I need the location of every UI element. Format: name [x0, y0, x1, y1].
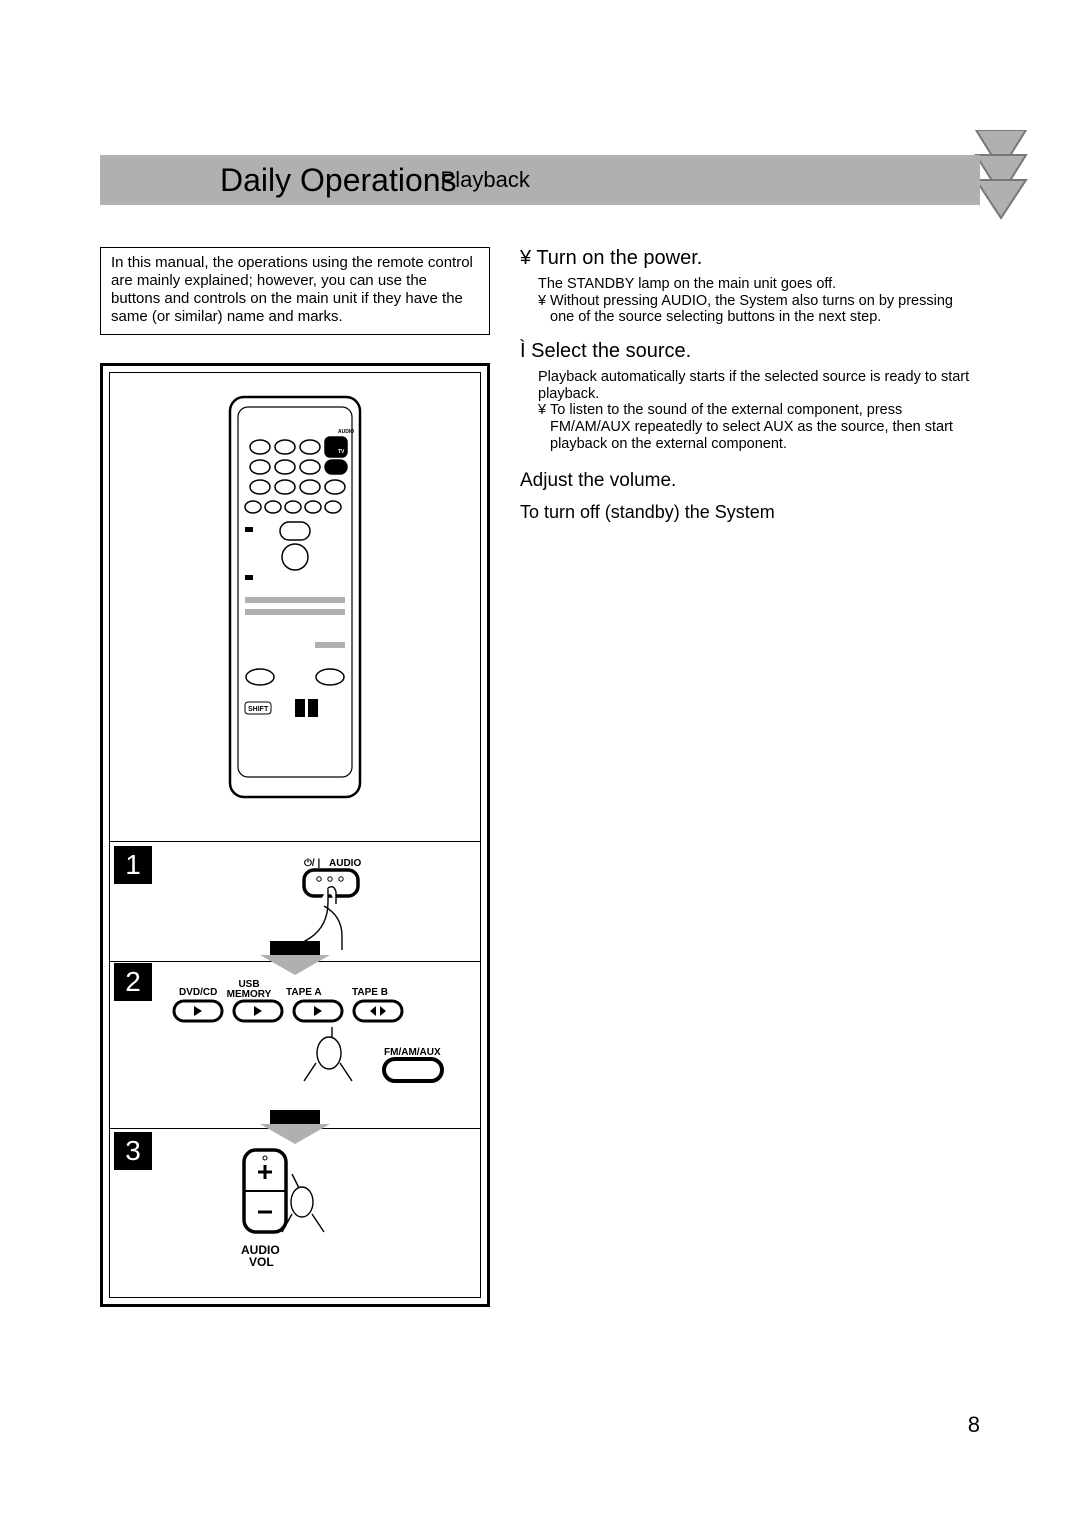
step2-graphic: DVD/CD USB MEMORY TAPE A TAPE B: [114, 963, 484, 1123]
step1-heading: ¥ Turn on the power.: [520, 247, 980, 270]
diagram-container: AUDIO TV: [100, 363, 490, 1307]
step2-text: Ì Select the source. Playback automatica…: [520, 340, 980, 452]
svg-text:AUDIO: AUDIO: [338, 429, 354, 435]
svg-text:TAPE B: TAPE B: [352, 987, 388, 998]
step-2-number: 2: [114, 963, 152, 1001]
remote-illustration: AUDIO TV: [109, 372, 481, 842]
intro-box: In this manual, the operations using the…: [100, 247, 490, 335]
svg-text:MEMORY: MEMORY: [227, 989, 272, 1000]
page-number: 8: [968, 1412, 980, 1438]
title-bar: Daily Operations Playback: [100, 155, 980, 205]
title-sub: Playback: [441, 167, 530, 193]
step-3-number: 3: [114, 1132, 152, 1170]
svg-text:VOL: VOL: [249, 1255, 274, 1269]
step2-line1: Playback automatically starts if the sel…: [520, 369, 980, 402]
step3-text: Adjust the volume. To turn off (standby)…: [520, 470, 980, 523]
step1-line1: The STANDBY lamp on the main unit goes o…: [520, 276, 980, 293]
step2-bullet: ¥ To listen to the sound of the external…: [520, 402, 980, 452]
step1-graphic: ⏻/ | AUDIO: [114, 846, 484, 954]
step3-graphic: AUDIO VOL: [114, 1132, 484, 1292]
svg-text:SHIFT: SHIFT: [248, 706, 269, 713]
step-1-number: 1: [114, 846, 152, 884]
svg-text:⏻/ |: ⏻/ |: [304, 857, 320, 869]
step3-line1: To turn off (standby) the System: [520, 502, 980, 523]
svg-text:TV: TV: [338, 449, 345, 455]
step1-bullet: ¥ Without pressing AUDIO, the System als…: [520, 293, 980, 326]
step2-heading: Ì Select the source.: [520, 340, 980, 363]
svg-text:DVD/CD: DVD/CD: [179, 987, 217, 998]
title-main: Daily Operations: [220, 162, 457, 199]
step-2-panel: 2 DVD/CD USB MEMORY TAPE A TAPE B: [109, 959, 481, 1129]
step-3-panel: 3: [109, 1128, 481, 1298]
svg-text:TAPE A: TAPE A: [286, 987, 322, 998]
svg-text:FM/AM/AUX: FM/AM/AUX: [384, 1047, 441, 1058]
step1-text: ¥ Turn on the power. The STANDBY lamp on…: [520, 247, 980, 326]
step3-heading: Adjust the volume.: [520, 470, 980, 492]
svg-text:AUDIO: AUDIO: [329, 858, 361, 869]
